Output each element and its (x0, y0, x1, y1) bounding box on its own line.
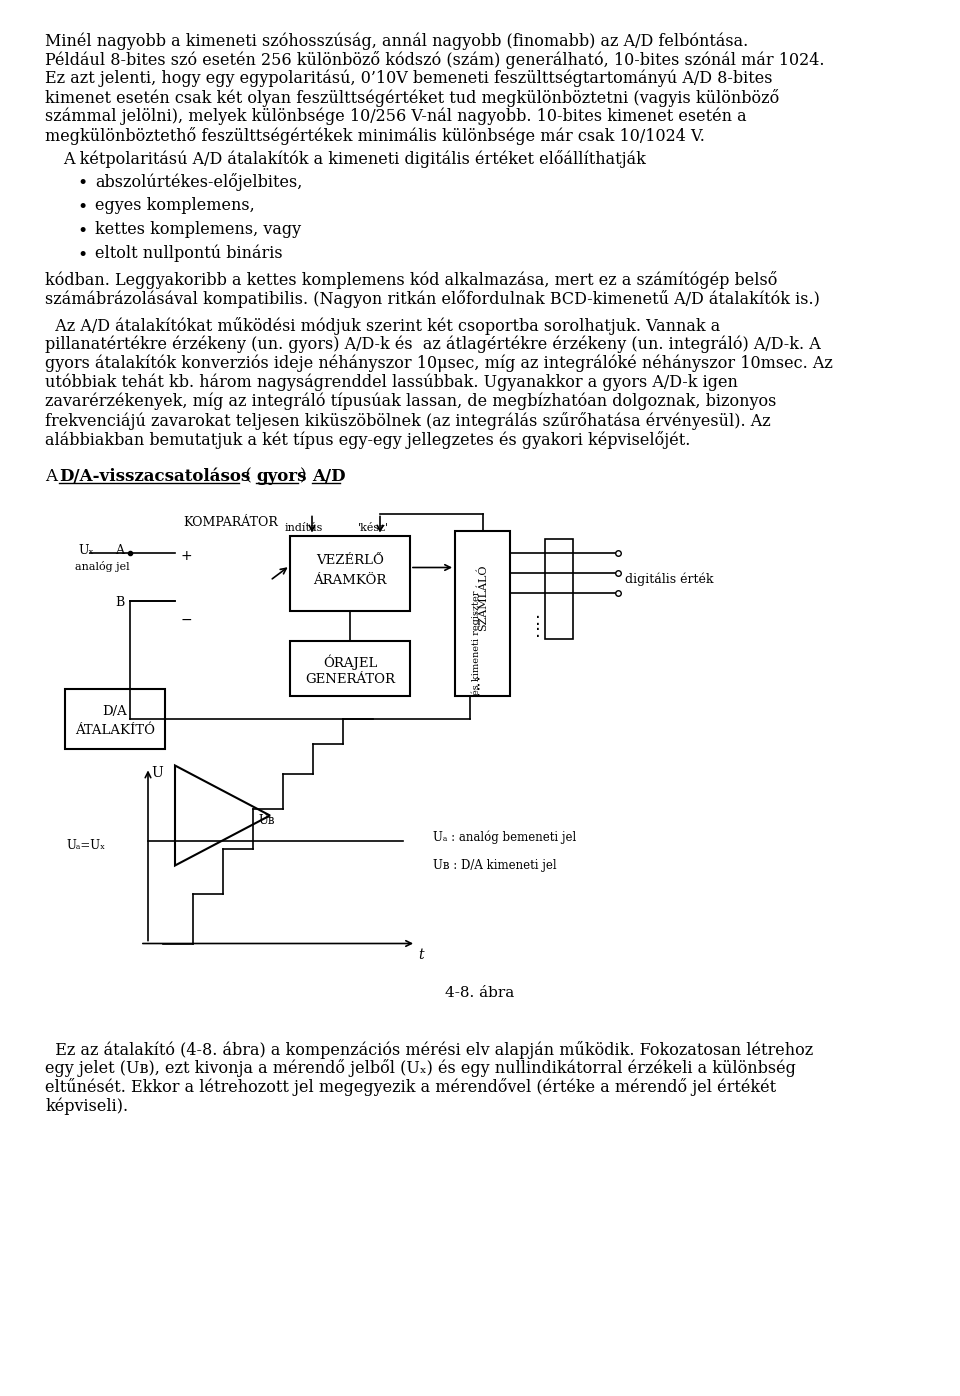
Text: •: • (77, 223, 87, 240)
Text: kódban. Leggyakoribb a kettes komplemens kód alkalmazása, mert ez a számítógép b: kódban. Leggyakoribb a kettes komplemens… (45, 271, 778, 289)
Text: :: : (475, 673, 480, 688)
Text: D/A: D/A (103, 705, 128, 718)
Text: A: A (115, 543, 124, 557)
Text: megkülönböztethő feszülttségértékek minimális különbsége már csak 10/1024 V.: megkülönböztethő feszülttségértékek mini… (45, 127, 705, 145)
Text: •: • (77, 174, 87, 191)
Text: kettes komplemens, vagy: kettes komplemens, vagy (95, 221, 301, 237)
Text: eltolt nullpontú bináris: eltolt nullpontú bináris (95, 244, 282, 262)
Bar (455, 530, 510, 695)
Text: ÓRAJEL: ÓRAJEL (323, 655, 377, 670)
Text: ÁRAMKÖR: ÁRAMKÖR (313, 574, 387, 586)
Text: Az A/D átalakítókat működési módjuk szerint két csoportba sorolhatjuk. Vannak a: Az A/D átalakítókat működési módjuk szer… (45, 317, 720, 335)
Text: (: ( (240, 468, 252, 484)
Bar (65, 688, 165, 748)
Text: ÁTALAKÍTÓ: ÁTALAKÍTÓ (75, 723, 155, 737)
Bar (290, 536, 410, 610)
Text: számmal jelölni), melyek különbsége 10/256 V-nál nagyobb. 10-bites kimenet eseté: számmal jelölni), melyek különbsége 10/2… (45, 107, 747, 126)
Text: frekvenciájú zavarokat teljesen kiküszöbölnek (az integrálás szűrőhatása érvénye: frekvenciájú zavarokat teljesen kiküszöb… (45, 412, 771, 430)
Text: gyors átalakítók konverziós ideje néhányszor 10μsec, míg az integrálóké néhánysz: gyors átalakítók konverziós ideje néhány… (45, 355, 833, 373)
Text: abszolúrtékes-előjelbites,: abszolúrtékes-előjelbites, (95, 173, 302, 191)
Text: ): ) (300, 468, 312, 484)
Text: Uʙ: Uʙ (258, 814, 275, 826)
Text: képviseli).: képviseli). (45, 1097, 128, 1115)
Text: A kétpolaritású A/D átalakítók a kimeneti digitális értéket előállíthatják: A kétpolaritású A/D átalakítók a kimenet… (63, 149, 646, 168)
Text: GENERÁTOR: GENERÁTOR (305, 673, 395, 685)
Text: KOMPARÁTOR: KOMPARÁTOR (183, 515, 277, 529)
Text: Minél nagyobb a kimeneti szóhosszúság, annál nagyobb (finomabb) az A/D felbóntás: Minél nagyobb a kimeneti szóhosszúság, a… (45, 32, 748, 49)
Text: U: U (151, 765, 163, 779)
Bar (545, 539, 573, 638)
Text: kimenet esetén csak két olyan feszülttségértéket tud megkülönböztetni (vagyis kü: kimenet esetén csak két olyan feszülttsé… (45, 89, 780, 107)
Text: :: : (475, 684, 480, 698)
Text: indítás: indítás (285, 522, 324, 532)
Text: D/A-visszacsatolásos: D/A-visszacsatolásos (59, 468, 251, 484)
Text: számábrázolásával kompatibilis. (Nagyon ritkán előfordulnak BCD-kimenetű A/D áta: számábrázolásával kompatibilis. (Nagyon … (45, 290, 820, 307)
Text: Uₓ: Uₓ (78, 543, 94, 557)
Text: Uₐ=Uₓ: Uₐ=Uₓ (66, 839, 106, 852)
Text: A/D: A/D (312, 468, 346, 484)
Text: Például 8-bites szó esetén 256 különböző kódszó (szám) generálható, 10-bites szó: Például 8-bites szó esetén 256 különböző… (45, 52, 825, 68)
Text: +: + (181, 549, 193, 563)
Text: gyors: gyors (256, 468, 306, 484)
Text: Uₐ : analóg bemeneti jel: Uₐ : analóg bemeneti jel (433, 831, 576, 845)
Text: eltűnését. Ekkor a létrehozott jel megegyezik a mérendővel (értéke a mérendő jel: eltűnését. Ekkor a létrehozott jel megeg… (45, 1079, 776, 1096)
Text: :: : (535, 610, 540, 628)
Text: −: − (181, 613, 193, 627)
Text: VEZÉRLŐ: VEZÉRLŐ (316, 553, 384, 567)
Text: zavarérzékenyek, míg az integráló típusúak lassan, de megbízhatóan dolgoznak, bi: zavarérzékenyek, míg az integráló típusú… (45, 392, 777, 410)
Text: A: A (45, 468, 62, 484)
Text: •: • (77, 247, 87, 264)
Text: digitális érték: digitális érték (625, 572, 713, 586)
Text: B: B (115, 596, 124, 609)
Text: Uʙ : D/A kimeneti jel: Uʙ : D/A kimeneti jel (433, 859, 557, 871)
Text: és kimeneti regiszter: és kimeneti regiszter (471, 591, 481, 695)
Text: utóbbiak tehát kb. három nagyságrenddel lassúbbak. Ugyanakkor a gyors A/D-k igen: utóbbiak tehát kb. három nagyságrenddel … (45, 374, 738, 391)
Text: egy jelet (Uʙ), ezt kivonja a mérendő jelből (Uₓ) és egy nullindikátorral érzéke: egy jelet (Uʙ), ezt kivonja a mérendő je… (45, 1060, 796, 1078)
Text: Ez az átalakító (4-8. ábra) a kompenzációs mérési elv alapján működik. Fokozatos: Ez az átalakító (4-8. ábra) a kompenzáci… (45, 1040, 813, 1058)
Text: 'kész': 'kész' (358, 522, 389, 532)
Text: alábbiakban bemutatjuk a két típus egy-egy jellegzetes és gyakori képviselőjét.: alábbiakban bemutatjuk a két típus egy-e… (45, 430, 690, 448)
Text: analóg jel: analóg jel (75, 561, 130, 571)
Bar (290, 641, 410, 695)
Text: t: t (418, 948, 423, 962)
Text: :: : (535, 623, 540, 641)
Text: pillanatértékre érzékeny (un. gyors) A/D-k és  az átlagértékre érzékeny (un. in: pillanatértékre érzékeny (un. gyors) A/D… (45, 335, 821, 353)
Text: 4-8. ábra: 4-8. ábra (445, 986, 515, 1000)
Text: Ez azt jelenti, hogy egy egypolaritású, 0’10V bemeneti feszülttségtartományú A/D: Ez azt jelenti, hogy egy egypolaritású, … (45, 70, 773, 88)
Text: •: • (77, 198, 87, 216)
Text: egyes komplemens,: egyes komplemens, (95, 197, 254, 214)
Text: SZÁMLÁLÓ: SZÁMLÁLÓ (477, 565, 488, 631)
